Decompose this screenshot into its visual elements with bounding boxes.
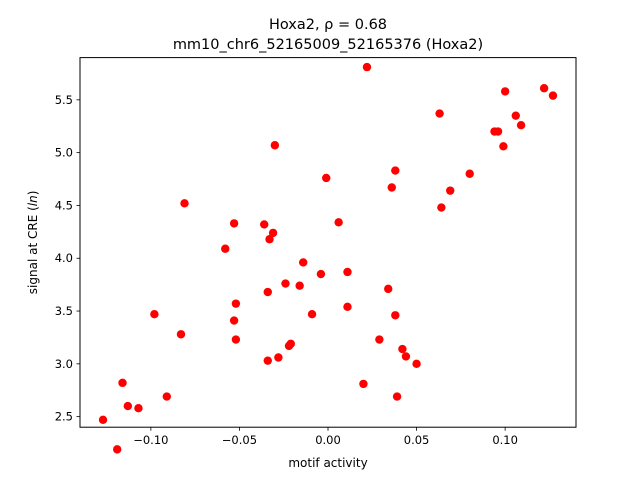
data-point: [270, 141, 280, 150]
data-point: [322, 173, 331, 183]
data-point: [123, 401, 133, 411]
data-point: [548, 91, 558, 100]
data-point: [437, 203, 446, 212]
x-axis: −0.10 −0.05 0.00 0.05 0.10: [133, 427, 518, 447]
data-point: [281, 279, 290, 288]
data-point: [362, 62, 372, 72]
data-point: [401, 352, 411, 361]
data-point: [265, 235, 274, 244]
x-tick-label: −0.05: [222, 433, 257, 447]
data-point: [539, 84, 549, 93]
data-point: [412, 359, 421, 369]
data-point: [231, 335, 241, 344]
data-point: [343, 267, 352, 277]
data-point: [387, 183, 396, 192]
y-tick-label: 4.5: [55, 198, 73, 212]
data-point: [493, 127, 503, 136]
data-point: [295, 281, 304, 290]
data-point: [499, 142, 508, 151]
data-point: [229, 316, 239, 325]
data-point: [113, 445, 122, 454]
data-point: [118, 378, 127, 388]
data-point: [221, 244, 230, 253]
data-point: [334, 218, 343, 227]
data-point: [446, 186, 455, 195]
y-tick-label: 5.0: [55, 146, 73, 160]
data-point: [384, 284, 393, 294]
data-point: [435, 109, 444, 118]
data-point: [375, 335, 384, 344]
data-point: [263, 356, 272, 365]
data-point: [391, 166, 400, 175]
data-point: [229, 219, 239, 228]
data-point: [299, 258, 308, 267]
data-point: [511, 111, 520, 120]
data-point: [500, 87, 510, 96]
data-point: [286, 339, 295, 348]
data-point: [150, 310, 159, 319]
x-tick-label: −0.10: [133, 433, 168, 447]
chart-subtitle: mm10_chr6_52165009_52165376 (Hoxa2): [173, 37, 483, 53]
y-tick-label: 5.5: [55, 93, 73, 107]
y-tick-label: 2.5: [55, 410, 73, 424]
y-tick-label: 3.0: [55, 357, 73, 371]
data-point: [316, 269, 326, 279]
data-point: [134, 403, 143, 413]
data-point: [268, 228, 278, 238]
x-tick-label: 0.00: [315, 433, 341, 447]
y-tick-label: 4.0: [55, 251, 73, 265]
data-point: [465, 169, 474, 178]
data-point: [231, 299, 241, 308]
data-point: [516, 120, 526, 130]
data-point: [98, 415, 108, 425]
data-point: [392, 392, 402, 401]
chart-title: Hoxa2, ρ = 0.68: [269, 17, 387, 33]
data-point: [263, 287, 272, 297]
data-points: [98, 62, 558, 454]
data-point: [260, 220, 269, 229]
data-point: [176, 330, 186, 339]
data-point: [274, 353, 283, 362]
data-point: [162, 392, 171, 401]
x-tick-label: 0.05: [404, 433, 430, 447]
data-point: [398, 344, 407, 354]
data-point: [391, 311, 400, 320]
x-axis-label: motif activity: [288, 456, 367, 470]
data-point: [307, 310, 317, 319]
x-tick-label: 0.10: [492, 433, 518, 447]
data-point: [359, 379, 368, 389]
y-axis: 2.5 3.0 3.5 4.0 4.5 5.0 5.5: [55, 93, 80, 424]
y-axis-label: signal at CRE (ln): [26, 191, 40, 295]
data-point: [180, 199, 189, 208]
data-point: [343, 302, 352, 312]
y-tick-label: 3.5: [55, 304, 73, 318]
